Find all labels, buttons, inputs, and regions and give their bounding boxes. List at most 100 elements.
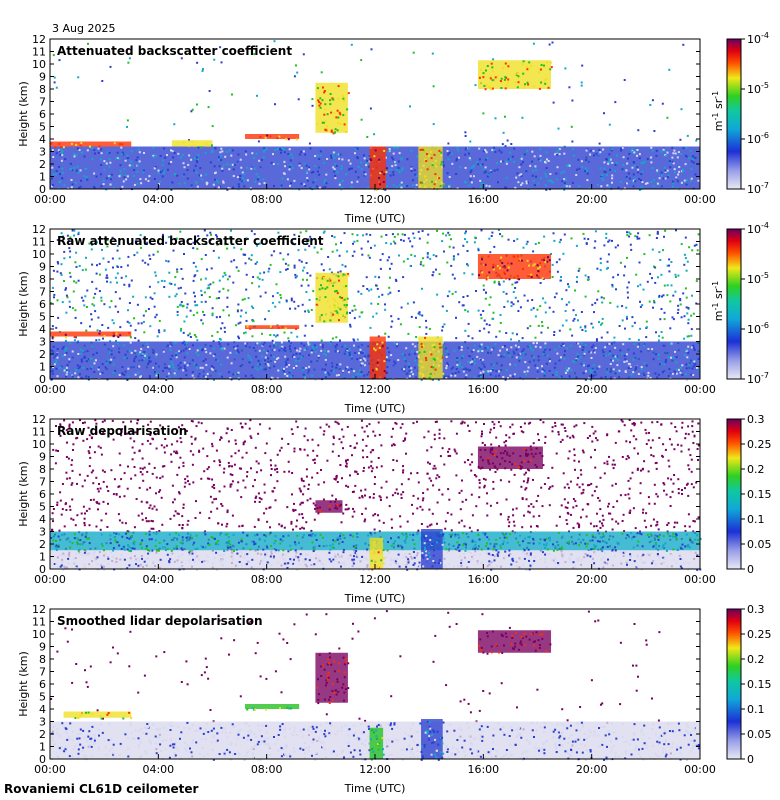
colorbar-unit: m-1 sr-1 bbox=[711, 281, 725, 321]
y-tick-label: 3 bbox=[39, 526, 46, 539]
y-tick-label: 0 bbox=[39, 373, 46, 386]
panel-title: Raw depolarisation bbox=[57, 424, 187, 438]
y-tick-label: 8 bbox=[39, 83, 46, 96]
feature-cloud-08h bbox=[245, 325, 300, 330]
x-tick-label: 12:00 bbox=[359, 573, 391, 586]
y-tick-label: 2 bbox=[39, 158, 46, 171]
feature-precip-14h bbox=[418, 146, 445, 190]
colorbar-gradient bbox=[726, 418, 742, 570]
y-tick-label: 12 bbox=[32, 223, 46, 236]
x-tick-label: 12:00 bbox=[359, 383, 391, 396]
y-tick-label: 8 bbox=[39, 463, 46, 476]
y-tick-label: 12 bbox=[32, 33, 46, 46]
y-tick-label: 1 bbox=[39, 741, 46, 754]
x-tick-label: 16:00 bbox=[467, 193, 499, 206]
y-tick-label: 7 bbox=[39, 666, 46, 679]
colorbar-tick-label: 10-4 bbox=[747, 221, 769, 236]
x-tick-label: 04:00 bbox=[142, 383, 174, 396]
y-tick-label: 0 bbox=[39, 563, 46, 576]
colorbar-tick-label: 0.1 bbox=[747, 703, 765, 716]
colorbar-tick-label: 0.05 bbox=[747, 538, 772, 551]
panel-title: Smoothed lidar depolarisation bbox=[57, 614, 263, 628]
y-tick-label: 9 bbox=[39, 641, 46, 654]
colorbar-tick-label: 0.2 bbox=[747, 463, 765, 476]
y-axis-label: Height (km) bbox=[17, 271, 30, 337]
x-tick-label: 20:00 bbox=[576, 763, 608, 776]
y-tick-label: 4 bbox=[39, 133, 46, 146]
y-tick-label: 6 bbox=[39, 678, 46, 691]
colorbar-tick-exponent: -4 bbox=[761, 31, 769, 40]
y-tick-label: 5 bbox=[39, 311, 46, 324]
x-tick-label: 04:00 bbox=[142, 573, 174, 586]
colorbar-tick-exponent: -5 bbox=[761, 271, 769, 280]
y-tick-label: 7 bbox=[39, 286, 46, 299]
x-axis-label: Time (UTC) bbox=[344, 402, 406, 415]
y-tick-label: 5 bbox=[39, 121, 46, 134]
y-axis-label: Height (km) bbox=[17, 461, 30, 527]
y-tick-label: 4 bbox=[39, 323, 46, 336]
y-tick-label: 1 bbox=[39, 361, 46, 374]
colorbar-tick-label: 0.25 bbox=[747, 628, 772, 641]
y-tick-label: 9 bbox=[39, 261, 46, 274]
feature-high-cloud-10h bbox=[315, 82, 350, 135]
feature-cloud-06h bbox=[171, 140, 213, 149]
x-tick-label: 00:00 bbox=[34, 383, 66, 396]
y-tick-label: 11 bbox=[32, 46, 46, 59]
x-tick-label: 08:00 bbox=[251, 193, 283, 206]
colorbar-tick-label: 0.15 bbox=[747, 678, 772, 691]
y-tick-label: 0 bbox=[39, 183, 46, 196]
x-tick-label: 12:00 bbox=[359, 763, 391, 776]
colorbar-tick-label: 10-4 bbox=[747, 31, 769, 46]
feature-precip-12h bbox=[369, 336, 388, 380]
y-tick-label: 6 bbox=[39, 488, 46, 501]
x-tick-label: 08:00 bbox=[251, 573, 283, 586]
y-tick-label: 10 bbox=[32, 628, 46, 641]
y-tick-label: 5 bbox=[39, 691, 46, 704]
feature-cloud-02h bbox=[63, 711, 133, 720]
y-tick-label: 8 bbox=[39, 273, 46, 286]
y-tick-label: 6 bbox=[39, 108, 46, 121]
feature-cloud-02h bbox=[50, 331, 132, 339]
y-tick-label: 10 bbox=[32, 58, 46, 71]
feature-precip-12h bbox=[369, 727, 385, 761]
feature-precip-14h bbox=[421, 719, 445, 759]
x-tick-label: 00:00 bbox=[34, 193, 66, 206]
feature-high-cloud-10h bbox=[315, 500, 345, 515]
y-tick-label: 3 bbox=[39, 336, 46, 349]
x-tick-label: 00:00 bbox=[684, 763, 716, 776]
x-tick-label: 16:00 bbox=[467, 383, 499, 396]
feature-high-cloud-10h bbox=[315, 272, 350, 323]
x-tick-label: 00:00 bbox=[684, 383, 716, 396]
colorbar-tick-label: 0.05 bbox=[747, 728, 772, 741]
colorbar-gradient bbox=[726, 228, 742, 380]
y-tick-label: 8 bbox=[39, 653, 46, 666]
colorbar: 0 0.05 0.1 0.15 0.2 0.25 0.3 bbox=[726, 413, 772, 576]
y-tick-label: 11 bbox=[32, 236, 46, 249]
y-tick-label: 9 bbox=[39, 71, 46, 84]
x-tick-label: 12:00 bbox=[359, 193, 391, 206]
feature-cloud-17h bbox=[477, 630, 552, 655]
y-tick-label: 12 bbox=[32, 603, 46, 616]
feature-precip-12h bbox=[369, 537, 385, 571]
x-tick-label: 00:00 bbox=[684, 573, 716, 586]
feature-high-cloud-10h bbox=[315, 652, 350, 705]
x-axis-label: Time (UTC) bbox=[344, 212, 406, 225]
colorbar-tick-label: 0.3 bbox=[747, 413, 765, 426]
y-tick-label: 12 bbox=[32, 413, 46, 426]
x-axis-label: Time (UTC) bbox=[344, 592, 406, 605]
colorbar-tick-label: 0.15 bbox=[747, 488, 772, 501]
footer-label: Rovaniemi CL61D ceilometer bbox=[4, 782, 199, 796]
colorbar-tick-label: 10-6 bbox=[747, 131, 769, 146]
y-axis-label: Height (km) bbox=[17, 651, 30, 717]
y-tick-label: 4 bbox=[39, 703, 46, 716]
y-tick-label: 11 bbox=[32, 616, 46, 629]
x-tick-label: 20:00 bbox=[576, 193, 608, 206]
x-tick-label: 20:00 bbox=[576, 383, 608, 396]
y-tick-label: 10 bbox=[32, 438, 46, 451]
y-tick-label: 3 bbox=[39, 146, 46, 159]
y-tick-label: 1 bbox=[39, 551, 46, 564]
panel-4: Smoothed lidar depolarisation01234567891… bbox=[17, 603, 772, 795]
colorbar-tick-exponent: -6 bbox=[761, 321, 769, 330]
y-tick-label: 7 bbox=[39, 96, 46, 109]
